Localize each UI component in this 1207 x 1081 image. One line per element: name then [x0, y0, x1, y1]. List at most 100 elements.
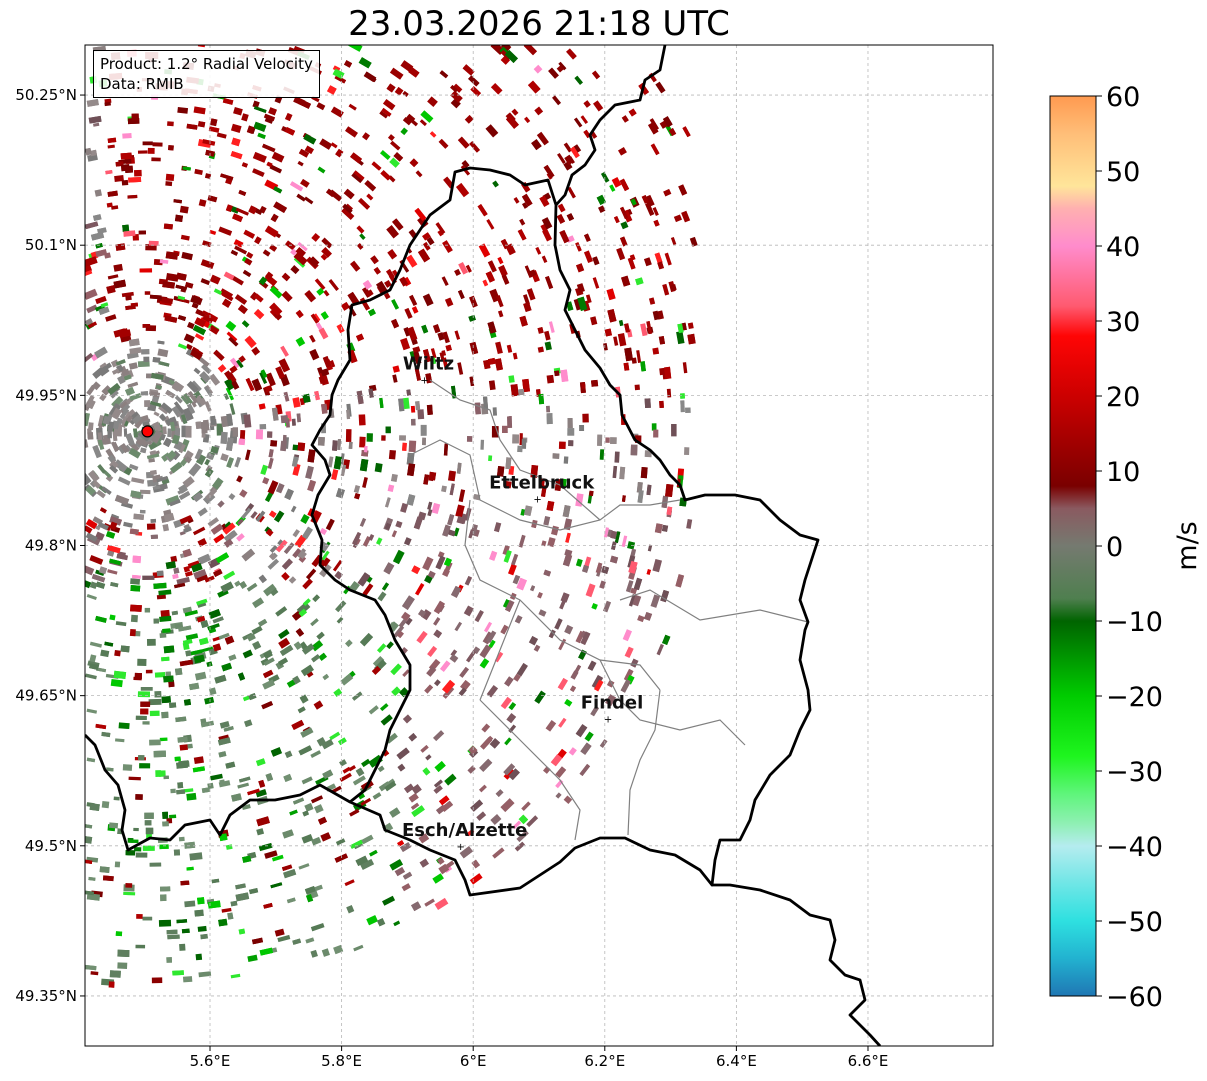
- velocity-bin: [543, 569, 552, 577]
- velocity-bin: [293, 641, 303, 650]
- velocity-bin: [317, 436, 325, 446]
- velocity-bin: [224, 378, 236, 391]
- velocity-bin: [376, 918, 386, 927]
- velocity-bin: [593, 100, 604, 112]
- velocity-bin: [440, 660, 451, 672]
- velocity-bin: [521, 438, 527, 449]
- velocity-bin: [156, 483, 168, 491]
- velocity-bin: [211, 878, 220, 884]
- velocity-bin: [298, 863, 310, 870]
- velocity-bin: [117, 962, 128, 970]
- velocity-bin: [432, 873, 444, 884]
- velocity-bin: [268, 107, 277, 116]
- velocity-bin: [655, 81, 666, 94]
- velocity-bin: [447, 529, 456, 537]
- belgium-border: [85, 734, 351, 852]
- velocity-bin: [271, 151, 285, 163]
- city-marker-icon: +: [604, 715, 612, 726]
- data-source-label: Data: RMIB: [100, 75, 184, 93]
- colorbar-tick-label: 0: [1106, 532, 1123, 563]
- velocity-bin: [352, 691, 363, 701]
- velocity-bin: [152, 421, 162, 433]
- velocity-bin: [537, 346, 544, 353]
- velocity-bin: [200, 421, 208, 434]
- velocity-bin: [155, 384, 163, 390]
- velocity-bin: [680, 400, 685, 413]
- velocity-bin: [644, 398, 651, 409]
- velocity-bin: [146, 453, 160, 460]
- velocity-bin: [636, 482, 643, 493]
- velocity-bin: [127, 381, 139, 388]
- velocity-bin: [442, 331, 450, 344]
- velocity-bin: [329, 360, 336, 368]
- velocity-bin: [90, 231, 105, 241]
- velocity-bin: [310, 750, 322, 758]
- velocity-bin: [212, 616, 224, 624]
- velocity-bin: [406, 494, 416, 506]
- velocity-bin: [186, 380, 199, 394]
- velocity-bin: [555, 766, 567, 778]
- velocity-bin: [277, 539, 284, 546]
- velocity-bin: [613, 336, 619, 346]
- velocity-bin: [580, 742, 592, 755]
- velocity-bin: [188, 462, 202, 477]
- velocity-bin: [556, 65, 565, 73]
- velocity-bin: [574, 664, 582, 673]
- velocity-bin: [687, 322, 694, 330]
- velocity-bin: [559, 229, 570, 244]
- velocity-bin: [675, 574, 685, 588]
- velocity-bin: [166, 450, 177, 461]
- velocity-bin: [95, 569, 105, 577]
- velocity-bin: [677, 323, 684, 334]
- velocity-bin: [189, 649, 203, 656]
- velocity-bin: [504, 737, 512, 746]
- velocity-bin: [456, 462, 462, 474]
- velocity-bin: [213, 288, 223, 295]
- velocity-bin: [245, 377, 255, 392]
- velocity-bin: [119, 401, 128, 409]
- velocity-bin: [316, 102, 326, 111]
- velocity-bin: [85, 964, 97, 971]
- velocity-bin: [267, 480, 279, 495]
- velocity-bin: [433, 600, 445, 615]
- velocity-bin: [387, 249, 398, 260]
- velocity-bin: [230, 900, 238, 907]
- velocity-bin: [148, 240, 159, 246]
- colorbar-tick-label: −10: [1106, 607, 1163, 638]
- velocity-bin: [98, 365, 110, 377]
- velocity-bin: [113, 263, 123, 272]
- velocity-bin: [109, 460, 119, 470]
- velocity-bin: [584, 731, 594, 742]
- colorbar-tick-label: 60: [1106, 82, 1140, 113]
- velocity-bin: [185, 571, 193, 577]
- velocity-bin: [311, 232, 321, 242]
- velocity-bin: [623, 668, 634, 682]
- velocity-bin: [217, 364, 227, 373]
- velocity-bin: [302, 598, 311, 606]
- velocity-bin: [98, 423, 103, 429]
- velocity-bin: [630, 198, 637, 206]
- velocity-bin: [659, 400, 664, 408]
- velocity-bin: [115, 359, 126, 366]
- city-marker-icon: +: [533, 494, 541, 505]
- velocity-bin: [242, 649, 253, 659]
- velocity-bin: [142, 916, 153, 921]
- velocity-bin: [596, 194, 606, 206]
- velocity-bin: [521, 193, 533, 207]
- velocity-bin: [89, 663, 99, 670]
- velocity-bin: [399, 687, 410, 698]
- velocity-bin: [87, 432, 94, 440]
- velocity-bin: [116, 553, 128, 561]
- velocity-bin: [242, 695, 251, 702]
- velocity-bin: [486, 630, 497, 643]
- velocity-bin: [200, 259, 215, 270]
- velocity-bin: [193, 654, 205, 664]
- velocity-bin: [248, 205, 258, 215]
- velocity-bin: [381, 582, 390, 591]
- velocity-bin: [353, 944, 364, 952]
- velocity-bin: [523, 505, 533, 517]
- velocity-bin: [662, 116, 673, 128]
- velocity-bin: [486, 684, 499, 698]
- velocity-bin: [686, 518, 693, 529]
- velocity-bin: [162, 811, 169, 819]
